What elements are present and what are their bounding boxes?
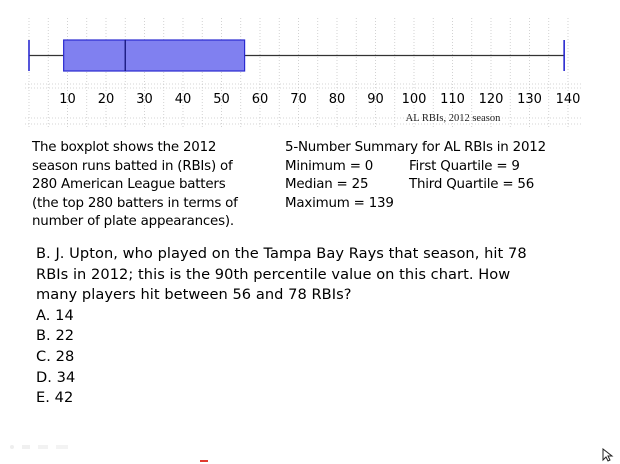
description-line: number of plate appearances).	[32, 214, 234, 230]
description-line: 280 American League batters	[32, 177, 226, 193]
question-line: RBIs in 2012; this is the 90th percentil…	[36, 265, 511, 283]
summary-minimum: Minimum = 0	[285, 158, 374, 174]
tick-label: 130	[517, 92, 542, 107]
answer-options: A. 14 B. 22 C. 28 D. 34 E. 42	[36, 306, 596, 409]
box-iqr	[63, 39, 246, 72]
description-line: (the top 280 batters in terms of	[32, 195, 238, 211]
tick-label: 30	[136, 92, 153, 107]
mouse-pointer-icon	[602, 448, 614, 462]
tick-label: 110	[440, 92, 465, 107]
answer-option[interactable]: E. 42	[36, 389, 74, 407]
red-marker	[200, 460, 208, 462]
summary-title: 5-Number Summary for AL RBIs in 2012	[285, 140, 546, 155]
tick-label: 140	[556, 92, 581, 107]
answer-option[interactable]: C. 28	[36, 347, 75, 365]
answer-option[interactable]: D. 34	[36, 368, 76, 386]
chart-description: The boxplot shows the 2012 season runs b…	[32, 139, 272, 232]
tick-label: 20	[98, 92, 115, 107]
summary-third-quartile: Third Quartile = 56	[409, 177, 535, 193]
summary-median: Median = 25	[285, 177, 369, 193]
tick-label: 100	[402, 92, 427, 107]
tick-label: 40	[175, 92, 192, 107]
summary-maximum: Maximum = 139	[285, 195, 394, 211]
question-line: B. J. Upton, who played on the Tampa Bay…	[36, 245, 527, 262]
summary-row: Maximum = 139	[285, 195, 605, 214]
question-line: many players hit between 56 and 78 RBIs?	[36, 286, 352, 304]
tick-label: 120	[479, 92, 504, 107]
description-line: The boxplot shows the 2012	[32, 140, 217, 155]
axis-label: AL RBIs, 2012 season	[406, 113, 501, 124]
tick-label: 90	[367, 92, 384, 107]
summary-first-quartile: First Quartile = 9	[409, 158, 520, 174]
tick-label: 80	[329, 92, 346, 107]
five-number-summary: 5-Number Summary for AL RBIs in 2012 Min…	[285, 139, 605, 213]
summary-row: Minimum = 0 First Quartile = 9	[285, 158, 605, 177]
summary-row: Median = 25 Third Quartile = 56	[285, 176, 605, 195]
tick-label: 70	[290, 92, 307, 107]
boxplot-chart: 10 20 30 40 50 60 70 80 90 100 110 120 130 140 AL RBIs…	[25, 18, 582, 128]
description-line: season runs batted in (RBIs) of	[32, 158, 233, 174]
question-block: B. J. Upton, who played on the Tampa Bay…	[36, 244, 596, 409]
tick-label: 10	[59, 92, 76, 107]
faint-decoration	[10, 445, 68, 449]
tick-label: 60	[252, 92, 269, 107]
tick-label: 50	[213, 92, 230, 107]
answer-option[interactable]: A. 14	[36, 306, 74, 324]
answer-option[interactable]: B. 22	[36, 327, 75, 345]
